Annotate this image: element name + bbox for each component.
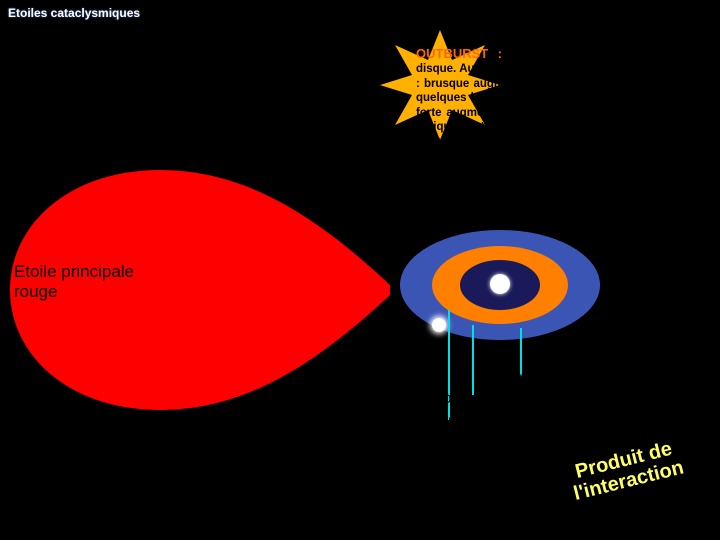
slide-title: Etoiles cataclysmiques (8, 6, 140, 20)
label-red-star-l2: rouge (14, 282, 57, 301)
interaction-callout: Produit de l'interaction (567, 437, 686, 505)
label-red-star-l1: Etoile principale (14, 262, 134, 281)
outburst-line2: Augmentation des frottements, de la visc… (416, 63, 712, 133)
outburst-title: OUTBURST : (416, 46, 502, 61)
label-matter-flow: Flux de matière (H – He) (408, 416, 583, 434)
pointer-hotspot (472, 325, 474, 395)
label-hotspot: Point chaud, lumineux (432, 390, 589, 408)
outburst-line3: Lors de l'outburst, le disque de vide pa… (416, 135, 712, 161)
scale-label: 1 R☉ (240, 486, 277, 504)
hotspot-icon (432, 318, 446, 332)
white-dwarf-icon (490, 274, 510, 294)
outburst-text: OUTBURST : accumulation de matière dans … (416, 46, 712, 163)
label-red-star: Etoile principale rouge (14, 262, 134, 303)
subtitle: Principaux composants (108, 88, 284, 108)
label-accretion-disk: Disque d'accrétion (494, 370, 625, 388)
pointer-disk (520, 328, 522, 376)
scale-bar (154, 450, 374, 454)
label-white-dwarf: Naine blanche (610, 270, 719, 290)
